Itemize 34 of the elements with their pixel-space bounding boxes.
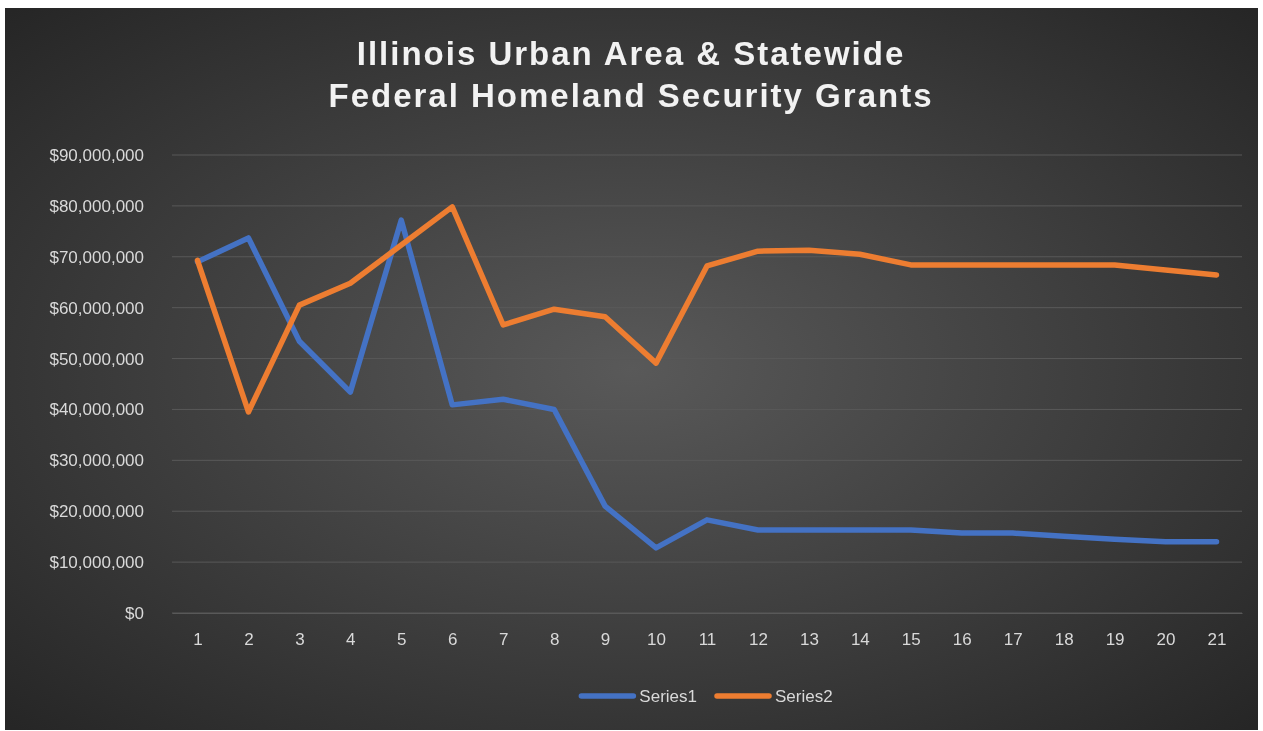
x-tick-label: 3 xyxy=(295,630,305,650)
x-tick-label: 12 xyxy=(748,630,768,650)
x-tick-label: 1 xyxy=(193,630,203,650)
y-tick-label: $40,000,000 xyxy=(49,400,144,420)
chart-title: Illinois Urban Area & Statewide Federal Homeland Security Grants xyxy=(328,35,934,114)
x-tick-label: 6 xyxy=(448,630,458,650)
x-tick-label: 13 xyxy=(799,630,819,650)
x-tick-label: 15 xyxy=(901,630,921,650)
x-tick-label: 7 xyxy=(498,630,509,650)
y-tick-label: $50,000,000 xyxy=(49,349,144,369)
y-tick-label: $70,000,000 xyxy=(49,247,144,267)
x-tick-label: 9 xyxy=(600,630,611,650)
x-tick-label: 11 xyxy=(698,630,717,650)
legend-label: Series1 xyxy=(639,687,697,706)
x-tick-label: 19 xyxy=(1105,630,1125,650)
y-tick-label: $80,000,000 xyxy=(49,196,144,216)
x-tick-label: 2 xyxy=(244,630,254,650)
x-tick-label: 18 xyxy=(1054,630,1074,650)
x-tick-label: 14 xyxy=(850,630,870,650)
x-tick-label: 8 xyxy=(549,630,560,650)
y-tick-label: $20,000,000 xyxy=(49,502,144,522)
x-tick-label: 21 xyxy=(1207,630,1227,650)
x-tick-label: 10 xyxy=(647,630,667,650)
y-tick-label: $30,000,000 xyxy=(49,451,144,471)
x-tick-label: 17 xyxy=(1003,630,1023,650)
x-tick-label: 5 xyxy=(397,630,407,650)
x-tick-label: 16 xyxy=(952,630,972,650)
x-tick-label: 4 xyxy=(346,630,356,650)
y-tick-label: $60,000,000 xyxy=(49,298,144,318)
y-tick-label: $0 xyxy=(125,603,144,623)
y-tick-label: $90,000,000 xyxy=(49,145,144,165)
x-tick-label: 20 xyxy=(1156,630,1176,650)
y-tick-label: $10,000,000 xyxy=(49,553,144,573)
legend-label: Series2 xyxy=(775,687,833,706)
